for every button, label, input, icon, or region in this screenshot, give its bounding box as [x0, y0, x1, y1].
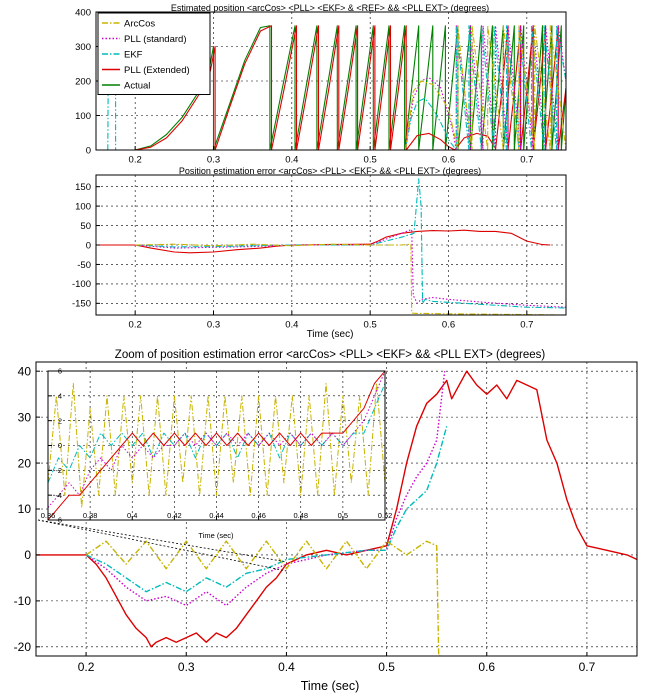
x-axis-label: Time (sec): [307, 329, 354, 340]
y-tick-label: -50: [77, 260, 91, 271]
x-tick-label: 0.3: [178, 660, 195, 674]
y-tick-label: 40: [18, 364, 32, 378]
x-tick-label: 0.6: [442, 320, 455, 331]
x-tick-label: 0.2: [129, 320, 142, 331]
y-tick-label: 0: [86, 240, 91, 251]
y-tick-label: 50: [80, 221, 91, 232]
x-axis-label: Time (sec): [198, 531, 234, 540]
series-line-actual: [96, 25, 566, 150]
x-tick-label: 0.6: [442, 155, 455, 166]
y-tick-label: -10: [14, 594, 32, 608]
y-tick-label: 0: [24, 548, 31, 562]
x-tick-label: 0.2: [129, 155, 142, 166]
y-tick-label: -100: [72, 279, 91, 290]
y-tick-label: 100: [75, 201, 91, 212]
x-tick-label: 0.5: [338, 511, 348, 520]
x-tick-label: 0.38: [83, 511, 98, 520]
series-line-pll-extended: [36, 370, 637, 648]
y-tick-label: -4: [55, 491, 62, 500]
y-tick-label: 100: [75, 111, 91, 122]
x-tick-label: 0.3: [207, 155, 220, 166]
chart-title: Zoom of position estimation error <arcCo…: [115, 349, 546, 361]
x-tick-label: 0.46: [251, 511, 266, 520]
x-axis-label: Time (sec): [301, 679, 360, 693]
x-tick-label: 0.5: [364, 320, 377, 331]
x-tick-label: 0.4: [285, 320, 298, 331]
legend-label: Actual: [124, 81, 150, 92]
x-tick-label: 0.7: [520, 320, 533, 331]
series-line-arccos: [404, 25, 566, 150]
y-tick-label: -6: [55, 516, 62, 525]
legend: ArcCos PLL (standard) EKF PLL (Extended) Act…: [97, 12, 211, 95]
series-group: [48, 371, 385, 520]
y-tick-label: 10: [18, 502, 32, 516]
y-tick-label: 0: [86, 145, 91, 156]
x-tick-label: 0.4: [278, 660, 295, 674]
legend-label: PLL (Extended): [124, 65, 190, 76]
series-line-ekf: [135, 178, 566, 309]
y-tick-label: 400: [75, 7, 91, 18]
y-tick-label: 30: [18, 410, 32, 424]
y-tick-label: 4: [58, 391, 62, 400]
chart-title: Position estimation error <arcCos> <PLL>…: [179, 166, 481, 176]
y-tick-label: 200: [75, 76, 91, 87]
x-tick-label: 0.7: [579, 660, 596, 674]
x-tick-label: 0.6: [478, 660, 495, 674]
x-tick-label: 0.3: [207, 320, 220, 331]
x-tick-label: 0.4: [285, 155, 298, 166]
x-tick-label: 0.42: [167, 511, 182, 520]
x-tick-label: 0.2: [78, 660, 95, 674]
x-tick-label: 0.4: [127, 511, 137, 520]
legend-label: EKF: [124, 50, 143, 61]
series-line-arccos: [85, 540, 442, 656]
x-tick-label: 0.5: [378, 660, 395, 674]
y-tick-label: 150: [75, 182, 91, 193]
series-group: [96, 25, 566, 150]
y-tick-label: 2: [58, 416, 62, 425]
legend-label: ArcCos: [124, 19, 155, 30]
series-line-pll-extended: [96, 25, 566, 150]
series-line-ekf: [48, 383, 385, 483]
x-tick-label: 0.44: [209, 511, 224, 520]
y-tick-label: 300: [75, 42, 91, 53]
series-group: [36, 370, 637, 656]
y-tick-label: -2: [55, 466, 62, 475]
x-tick-label: 0.5: [364, 155, 377, 166]
series-line-arccos: [48, 382, 385, 509]
series-line-pll-extended: [48, 371, 385, 520]
y-tick-label: 6: [58, 367, 62, 376]
x-tick-label: 0.52: [378, 511, 393, 520]
series-line-ekf: [85, 426, 448, 593]
zoom-guide-line: [37, 519, 287, 563]
x-tick-label: 0.36: [41, 511, 56, 520]
x-tick-label: 0.7: [520, 155, 533, 166]
legend-label: PLL (standard): [124, 34, 187, 45]
plot-estimated-position: 0.2 0.3 0.4 0.5 0.6 0.7 0 100 200 300 400 Estimated…: [75, 3, 567, 166]
plot-position-error: 0.2 0.3 0.4 0.5 0.6 0.7 -150 -100 -50 0 50 100 150 Po…: [72, 166, 567, 340]
y-tick-label: 0: [58, 441, 62, 450]
y-tick-label: 20: [18, 456, 32, 470]
chart-title: Estimated position <arcCos> <PLL> <EKF> …: [171, 3, 489, 13]
series-line-pll-extended: [96, 229, 551, 254]
series-group: [96, 178, 566, 315]
x-tick-label: 0.48: [293, 511, 308, 520]
y-tick-label: -20: [14, 640, 32, 654]
y-tick-label: -150: [72, 299, 91, 310]
series-line-arccos: [135, 243, 566, 315]
series-line-pll-standard: [135, 228, 566, 308]
plot-inset-zoom: 0.36 0.38 0.4 0.42 0.44 0.46 0.48 0.5 0.52 -6 -4 -2…: [41, 367, 393, 540]
